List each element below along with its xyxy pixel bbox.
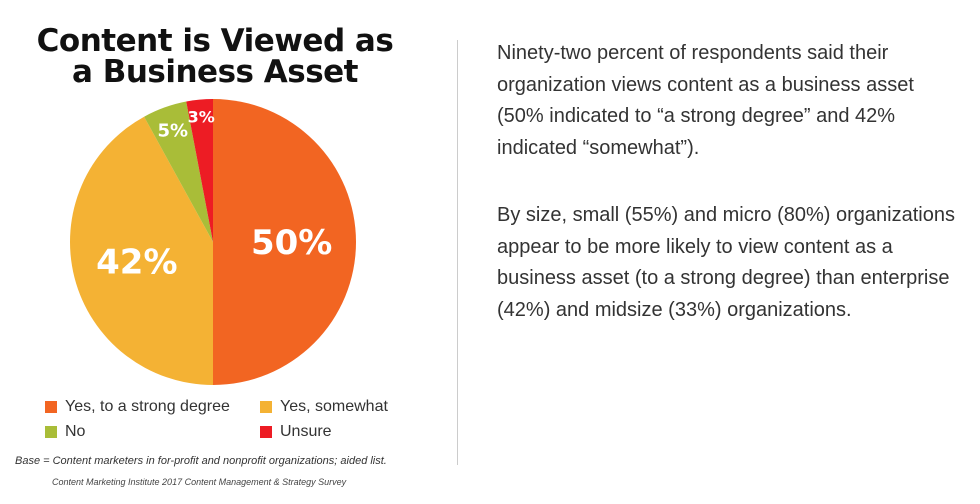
divider: [457, 40, 458, 465]
slice-label-3: 3%: [188, 107, 215, 126]
legend-swatch: [45, 426, 57, 438]
pie-slice-0: [213, 99, 356, 385]
legend-item-unsure: Unsure: [260, 423, 332, 441]
chart-title: Content is Viewed as a Business Asset: [15, 26, 415, 88]
legend-label: Yes, somewhat: [280, 398, 388, 415]
legend-label: Unsure: [280, 423, 332, 440]
pie-slice-2: [144, 101, 213, 242]
legend-item-somewhat: Yes, somewhat: [260, 398, 388, 416]
pie-slice-3: [186, 99, 213, 242]
legend-label: Yes, to a strong degree: [65, 398, 230, 415]
legend-swatch: [260, 426, 272, 438]
legend-swatch: [260, 401, 272, 413]
footnote: Base = Content marketers in for-profit a…: [15, 455, 387, 467]
legend-item-no: No: [45, 423, 85, 441]
slice-label-0: 50%: [251, 223, 332, 263]
source-note: Content Marketing Institute 2017 Content…: [52, 477, 347, 487]
legend-label: No: [65, 423, 86, 440]
legend-swatch: [45, 401, 57, 413]
slice-label-1: 42%: [96, 242, 177, 282]
pie-chart: 50% 42% 5%3%: [70, 99, 356, 386]
legend-item-strong: Yes, to a strong degree: [45, 398, 230, 416]
paragraph-1: Ninety-two percent of respondents said t…: [497, 42, 914, 159]
title-line-2: a Business Asset: [71, 54, 359, 90]
slice-label-2: 5%: [158, 121, 189, 142]
title-line-1: Content is Viewed as: [36, 23, 394, 59]
pie-slice-1: [70, 116, 213, 386]
paragraph-2: By size, small (55%) and micro (80%) org…: [497, 204, 955, 321]
